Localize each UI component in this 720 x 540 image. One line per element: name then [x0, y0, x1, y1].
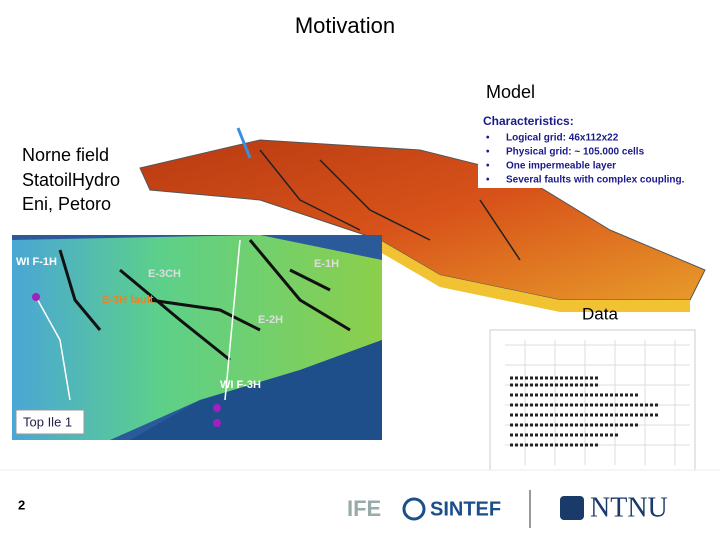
ntnu-icon [560, 496, 584, 520]
page-number: 2 [18, 497, 25, 512]
data-label: Data [582, 304, 618, 323]
field-name: Norne field [22, 145, 109, 165]
well-label: E-2H [258, 314, 283, 326]
map-caption: Top Ile 1 [23, 414, 72, 429]
characteristics-heading: Characteristics: [483, 114, 574, 128]
characteristics-box: Characteristics: • Logical grid: 46x112x2… [478, 112, 713, 188]
sintef-icon [402, 497, 426, 521]
characteristic-item: One impermeable layer [506, 161, 616, 172]
characteristic-item: Physical grid: ~ 105.000 cells [506, 147, 645, 158]
model-label: Model [486, 82, 535, 102]
field-owner: StatoilHydro [22, 170, 120, 190]
model-image [139, 127, 706, 312]
header-box [100, 9, 590, 41]
svg-text:•: • [486, 133, 490, 144]
well-label: WI F-1H [16, 256, 57, 268]
characteristic-item: Several faults with complex coupling. [506, 175, 685, 186]
logo-sintef: SINTEF [430, 498, 501, 520]
logo-ife: IFE [347, 496, 381, 521]
svg-text:•: • [486, 147, 490, 158]
svg-text:•: • [486, 161, 490, 172]
slide-title: Motivation [295, 13, 395, 38]
characteristic-item: Logical grid: 46x112x22 [506, 133, 619, 144]
well-label: E-3CH [148, 268, 181, 280]
field-owner: Eni, Petoro [22, 194, 111, 214]
well-label: WI F-3H [220, 379, 261, 391]
well-label: E-1H [314, 258, 339, 270]
svg-text:•: • [486, 175, 490, 186]
well-label: E-3H fault [102, 294, 154, 306]
logo-ntnu: NTNU [590, 492, 668, 523]
map-image: WI F-1H E-3CH E-1H E-3H fault E-2H WI F-… [12, 235, 382, 440]
data-image [489, 329, 696, 471]
